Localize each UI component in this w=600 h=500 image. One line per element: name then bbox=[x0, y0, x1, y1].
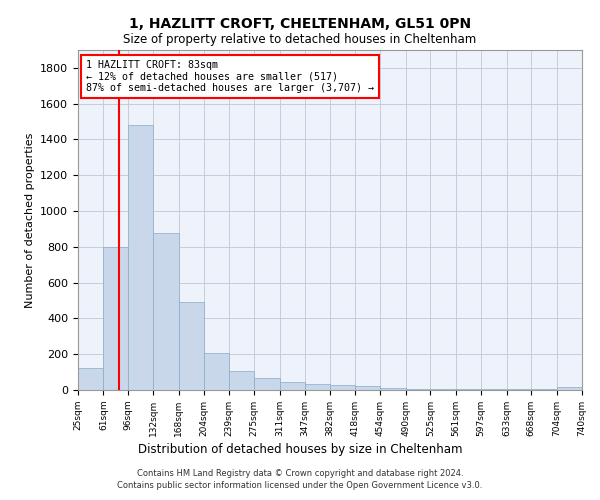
Bar bbox=[557, 388, 582, 390]
Text: 1, HAZLITT CROFT, CHELTENHAM, GL51 0PN: 1, HAZLITT CROFT, CHELTENHAM, GL51 0PN bbox=[129, 18, 471, 32]
Bar bbox=[78, 368, 103, 390]
Text: Size of property relative to detached houses in Cheltenham: Size of property relative to detached ho… bbox=[124, 32, 476, 46]
Bar bbox=[506, 389, 531, 390]
Text: 1 HAZLITT CROFT: 83sqm
← 12% of detached houses are smaller (517)
87% of semi-de: 1 HAZLITT CROFT: 83sqm ← 12% of detached… bbox=[86, 60, 374, 94]
Bar bbox=[280, 382, 305, 390]
Bar bbox=[456, 389, 481, 390]
Bar bbox=[406, 388, 430, 390]
Bar bbox=[179, 302, 204, 390]
Bar bbox=[329, 384, 355, 390]
Bar bbox=[229, 371, 254, 390]
Bar bbox=[204, 354, 229, 390]
Bar bbox=[154, 232, 179, 390]
Text: Distribution of detached houses by size in Cheltenham: Distribution of detached houses by size … bbox=[138, 442, 462, 456]
Bar bbox=[430, 389, 456, 390]
Bar bbox=[305, 384, 329, 390]
Bar bbox=[481, 389, 506, 390]
Bar bbox=[531, 389, 557, 390]
Bar bbox=[254, 378, 280, 390]
Text: Contains HM Land Registry data © Crown copyright and database right 2024.
Contai: Contains HM Land Registry data © Crown c… bbox=[118, 468, 482, 490]
Bar bbox=[128, 125, 154, 390]
Y-axis label: Number of detached properties: Number of detached properties bbox=[25, 132, 35, 308]
Bar bbox=[103, 247, 128, 390]
Bar bbox=[355, 386, 380, 390]
Bar bbox=[380, 388, 406, 390]
